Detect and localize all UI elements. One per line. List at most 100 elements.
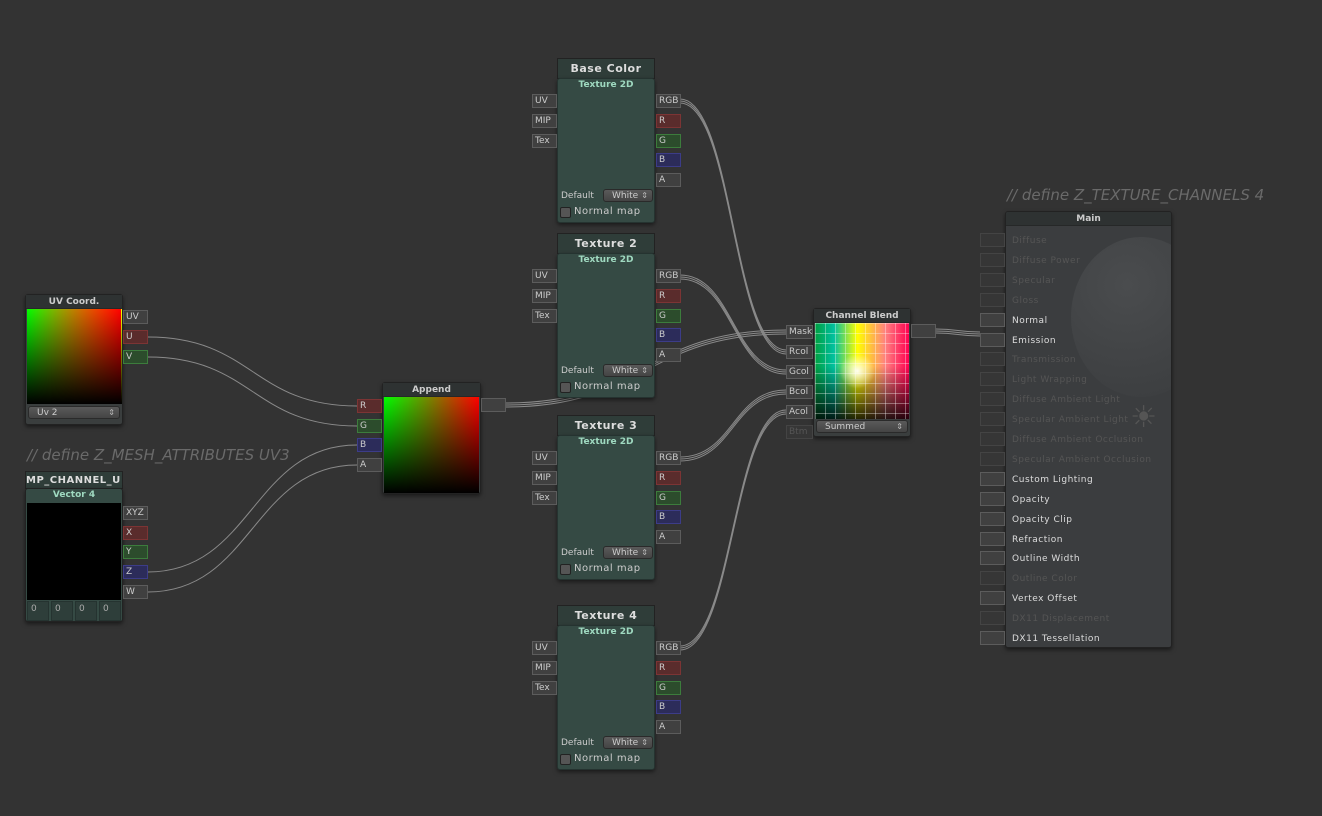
port-v[interactable]: V <box>123 350 148 364</box>
append-node[interactable]: Append <box>382 382 481 494</box>
port-mip[interactable]: MIP <box>532 114 557 128</box>
port-gcol[interactable]: Gcol <box>786 365 813 379</box>
channel-blend-node[interactable]: Channel Blend Summed <box>813 308 911 437</box>
port-r[interactable]: R <box>656 113 681 128</box>
texture-2d-node[interactable]: Texture 2D Default White Normal map <box>557 253 655 398</box>
port-r[interactable]: R <box>357 399 382 413</box>
main-output-node[interactable]: ☀ Main Diffuse Diffuse Power Specular Gloss… <box>1005 211 1172 648</box>
main-input-port[interactable] <box>980 432 1005 446</box>
main-input-port[interactable] <box>980 591 1005 606</box>
port-rgb[interactable]: RGB <box>656 641 681 655</box>
normal-map-checkbox[interactable] <box>560 754 571 765</box>
port-mip[interactable]: MIP <box>532 471 557 485</box>
port-rcol[interactable]: Rcol <box>786 345 813 359</box>
uv-coord-node[interactable]: UV Coord. Uv 2 <box>25 294 123 425</box>
default-label: Default <box>561 191 594 201</box>
port-bcol[interactable]: Bcol <box>786 385 813 399</box>
port-acol[interactable]: Acol <box>786 405 813 419</box>
port-x[interactable]: X <box>123 526 148 540</box>
normal-map-label: Normal map <box>574 206 641 217</box>
texture-2d-node[interactable]: Texture 2D Default White Normal map <box>557 78 655 223</box>
main-input-port[interactable] <box>980 332 1005 347</box>
default-dropdown[interactable]: White <box>603 189 653 202</box>
port-g[interactable]: G <box>656 490 681 505</box>
texture-2d-node[interactable]: Texture 2D Default White Normal map <box>557 625 655 770</box>
vector-value-field[interactable]: 0 <box>75 601 97 621</box>
normal-map-checkbox[interactable] <box>560 564 571 575</box>
port-tex[interactable]: Tex <box>532 681 557 695</box>
port-g[interactable]: G <box>357 418 382 433</box>
main-input-port[interactable] <box>980 611 1005 626</box>
port-rgb[interactable]: RGB <box>656 94 681 108</box>
main-input-port[interactable] <box>980 352 1005 367</box>
port-a[interactable]: A <box>656 720 681 735</box>
main-input-label: DX11 Displacement <box>1012 614 1110 625</box>
port-r[interactable]: R <box>656 470 681 485</box>
port-g[interactable]: G <box>656 680 681 695</box>
port-a[interactable]: A <box>656 348 681 363</box>
blend-mode-dropdown[interactable]: Summed <box>816 420 908 433</box>
normal-map-checkbox[interactable] <box>560 382 571 393</box>
port-w[interactable]: W <box>123 585 148 599</box>
port-rgb[interactable]: RGB <box>656 451 681 465</box>
port-b[interactable]: B <box>656 700 681 715</box>
blend-output-port[interactable] <box>911 324 936 338</box>
port-tex[interactable]: Tex <box>532 309 557 323</box>
port-rgb[interactable]: RGB <box>656 269 681 283</box>
port-u[interactable]: U <box>123 330 148 344</box>
main-input-port[interactable] <box>980 292 1005 307</box>
port-b[interactable]: B <box>656 328 681 343</box>
main-input-port[interactable] <box>980 312 1005 327</box>
port-r[interactable]: R <box>656 660 681 675</box>
main-input-port[interactable] <box>980 471 1005 486</box>
port-uv[interactable]: UV <box>532 641 557 655</box>
texture-2d-node[interactable]: Texture 2D Default White Normal map <box>557 435 655 580</box>
port-uv[interactable]: UV <box>532 269 557 283</box>
wire <box>679 274 787 371</box>
port-r[interactable]: R <box>656 288 681 303</box>
append-output-port[interactable] <box>481 398 506 412</box>
main-input-port[interactable] <box>980 511 1005 526</box>
port-y[interactable]: Y <box>123 545 148 559</box>
port-b[interactable]: B <box>357 438 382 453</box>
port-btm[interactable]: Btm <box>786 425 813 439</box>
main-input-port[interactable] <box>980 631 1005 645</box>
port-tex[interactable]: Tex <box>532 491 557 505</box>
uv-channel-dropdown[interactable]: Uv 2 <box>28 406 120 419</box>
normal-map-checkbox[interactable] <box>560 207 571 218</box>
main-input-port[interactable] <box>980 451 1005 466</box>
default-dropdown[interactable]: White <box>603 736 653 749</box>
port-b[interactable]: B <box>656 510 681 525</box>
port-mask[interactable]: Mask <box>786 325 813 339</box>
main-input-port[interactable] <box>980 233 1005 247</box>
main-input-port[interactable] <box>980 272 1005 287</box>
port-uv[interactable]: UV <box>532 451 557 465</box>
main-input-port[interactable] <box>980 491 1005 506</box>
main-input-port[interactable] <box>980 531 1005 546</box>
vector-value-field[interactable]: 0 <box>99 601 121 621</box>
default-dropdown[interactable]: White <box>603 364 653 377</box>
port-uv[interactable]: UV <box>532 94 557 108</box>
port-xyz[interactable]: XYZ <box>123 506 148 520</box>
port-a[interactable]: A <box>656 173 681 188</box>
port-g[interactable]: G <box>656 308 681 323</box>
main-input-port[interactable] <box>980 551 1005 566</box>
port-a[interactable]: A <box>656 530 681 545</box>
port-uv[interactable]: UV <box>123 310 148 324</box>
port-tex[interactable]: Tex <box>532 134 557 148</box>
port-z[interactable]: Z <box>123 565 148 579</box>
main-input-port[interactable] <box>980 252 1005 267</box>
main-input-port[interactable] <box>980 412 1005 427</box>
main-input-port[interactable] <box>980 571 1005 586</box>
port-g[interactable]: G <box>656 133 681 148</box>
main-input-port[interactable] <box>980 392 1005 407</box>
default-dropdown[interactable]: White <box>603 546 653 559</box>
port-mip[interactable]: MIP <box>532 661 557 675</box>
port-mip[interactable]: MIP <box>532 289 557 303</box>
port-a[interactable]: A <box>357 458 382 473</box>
vector-value-field[interactable]: 0 <box>27 601 49 621</box>
vector-value-field[interactable]: 0 <box>51 601 73 621</box>
main-input-port[interactable] <box>980 372 1005 387</box>
port-b[interactable]: B <box>656 153 681 168</box>
